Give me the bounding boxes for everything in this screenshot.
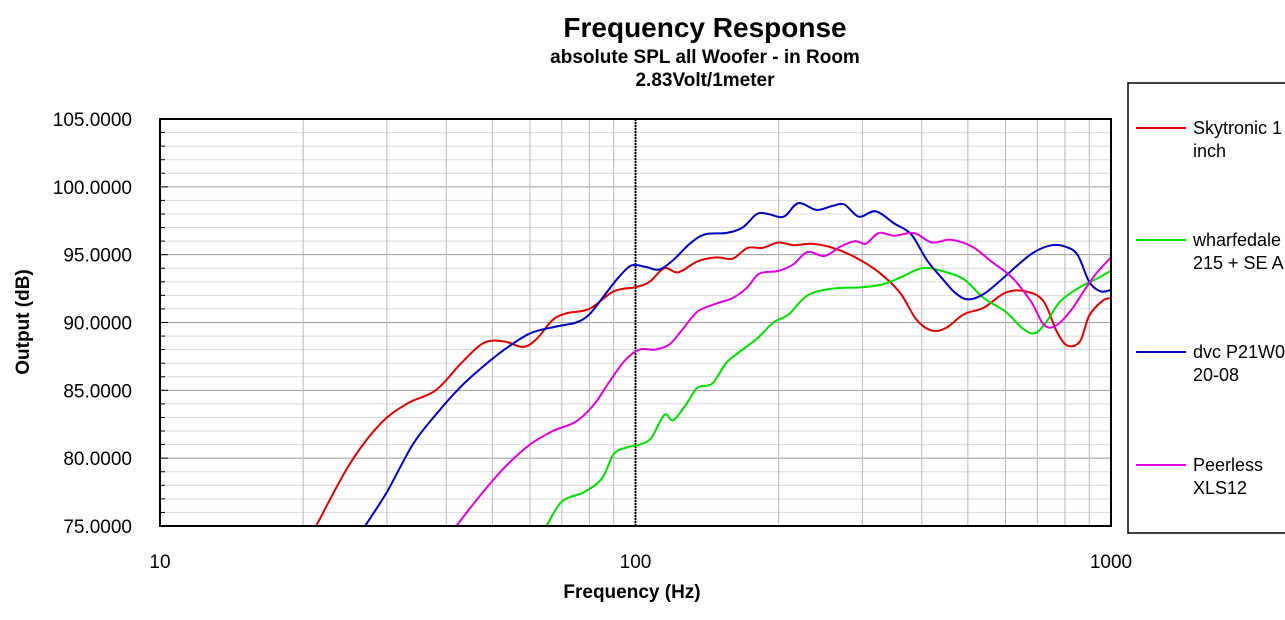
legend-label-1: wharfedale <box>1192 230 1281 250</box>
legend-box <box>1127 82 1285 534</box>
series-line-3 <box>455 231 1112 527</box>
legend-label-2: 20-08 <box>1193 365 1239 385</box>
series-line-2 <box>364 202 1112 527</box>
chart-title: Frequency Response <box>563 12 846 43</box>
plot-series <box>315 202 1112 527</box>
y-axis-ticks: 75.0000 80.0000 85.0000 90.0000 95.0000 100.0… <box>53 110 132 538</box>
x-tick-label: 1000 <box>1090 552 1132 573</box>
chart-subtitle-2: 2.83Volt/1meter <box>635 70 775 91</box>
y-tick-label: 90.0000 <box>63 314 132 335</box>
x-axis-ticks: 10 100 1000 <box>149 552 1132 573</box>
series-line-0 <box>315 241 1112 527</box>
x-tick-label: 100 <box>620 552 652 573</box>
legend-label-1: 215 + SE A <box>1193 253 1284 273</box>
legend-label-2: dvc P21W0 <box>1193 342 1285 362</box>
series-line-1 <box>545 266 1112 527</box>
y-axis-label: Output (dB) <box>13 269 34 375</box>
chart-subtitle-1: absolute SPL all Woofer - in Room <box>550 47 860 68</box>
legend-label-0: inch <box>1193 141 1226 161</box>
x-tick-label: 10 <box>149 552 170 573</box>
y-tick-label: 85.0000 <box>63 381 132 402</box>
plot-area-border <box>159 118 1112 527</box>
y-tick-label: 95.0000 <box>63 246 132 267</box>
y-tick-label: 105.0000 <box>53 110 132 131</box>
y-tick-label: 75.0000 <box>63 517 132 538</box>
plot-grid <box>160 118 1111 527</box>
legend-label-0: Skytronic 1 <box>1193 118 1282 138</box>
legend: Skytronic 1 inch wharfedale 215 + SE A dvc P… <box>1136 118 1285 498</box>
legend-label-3: Peerless <box>1193 455 1263 475</box>
legend-label-3: XLS12 <box>1193 478 1247 498</box>
y-tick-label: 80.0000 <box>63 449 132 470</box>
x-axis-label: Frequency (Hz) <box>563 582 700 603</box>
y-tick-label: 100.0000 <box>53 178 132 199</box>
